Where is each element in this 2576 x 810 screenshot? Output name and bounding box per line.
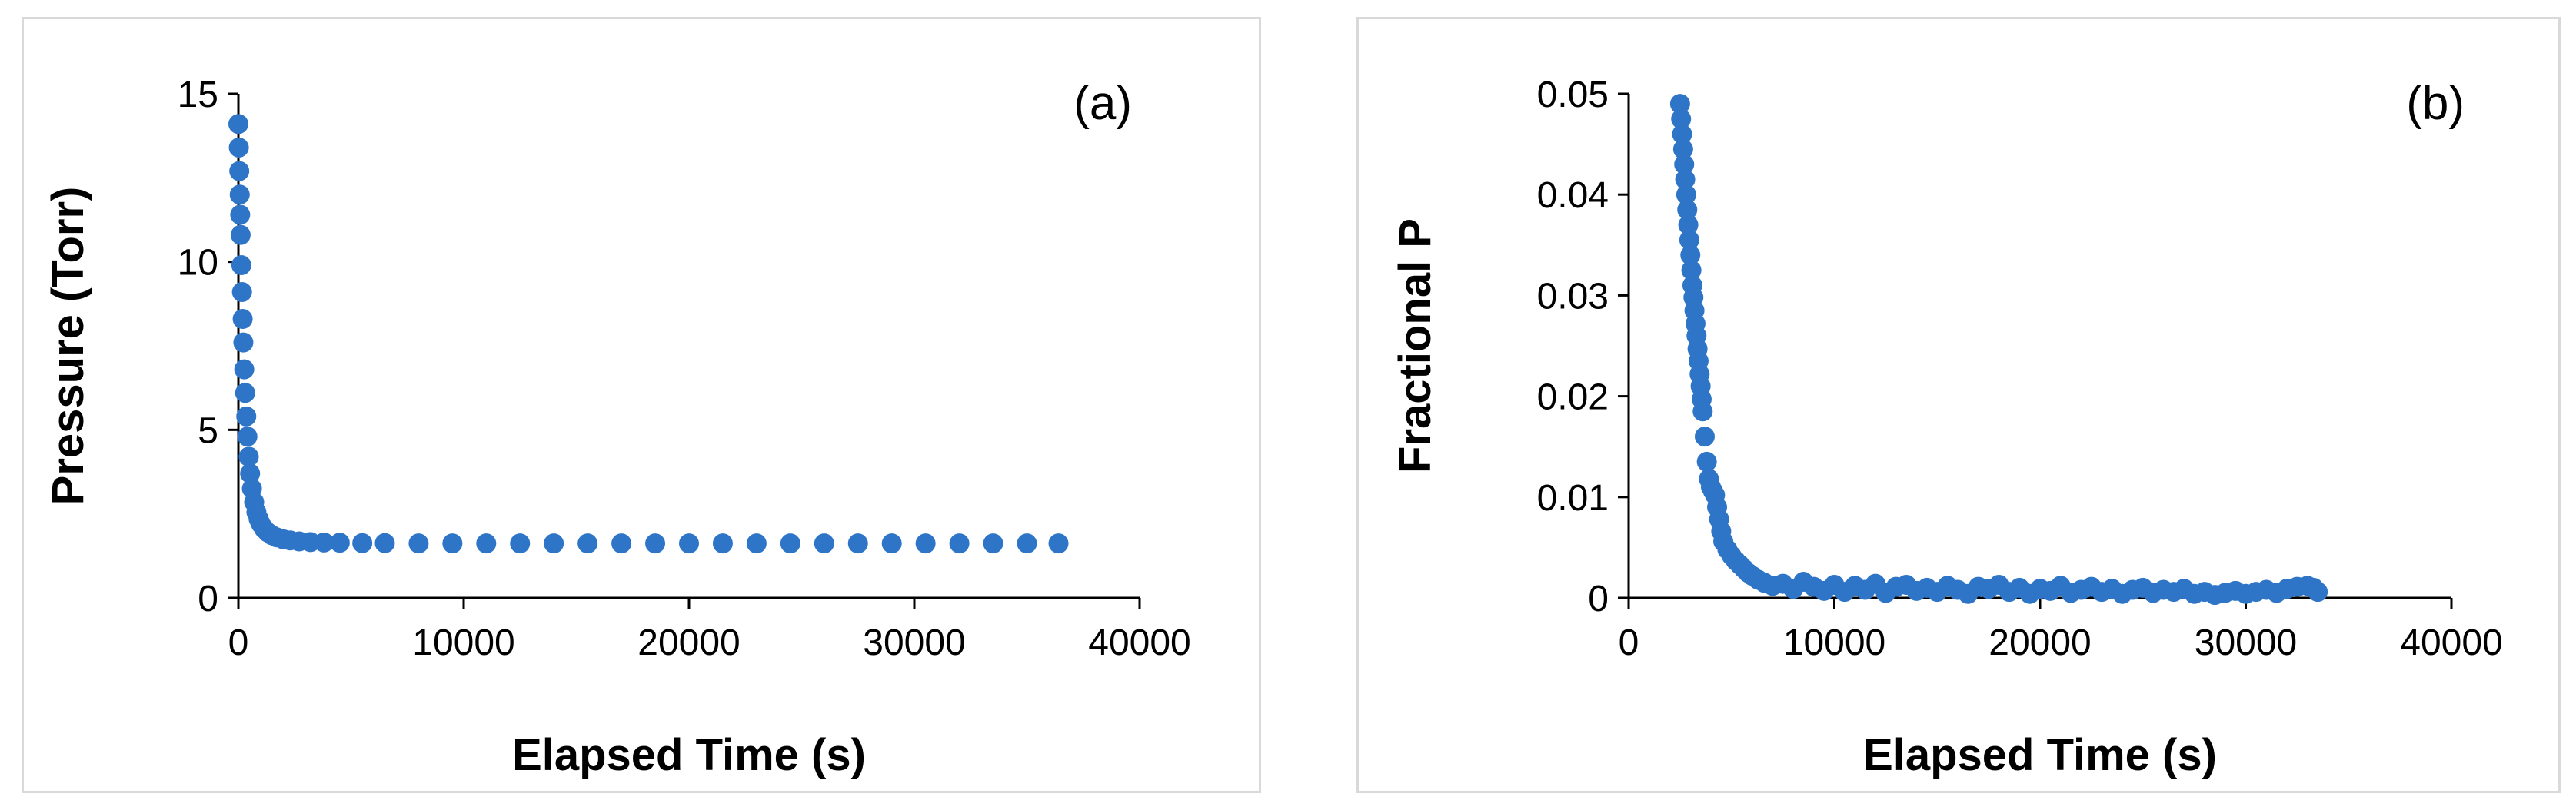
- data-point-a-0-41: [679, 533, 699, 554]
- data-point-a-0-43: [746, 533, 767, 554]
- data-point-a-0-33: [408, 533, 429, 554]
- data-point-b-0-24: [1696, 451, 1717, 472]
- data-point-b-0-8: [1678, 214, 1699, 235]
- y-tick-label-a-2: 10: [178, 243, 218, 284]
- x-tick-label-b-2: 20000: [1989, 622, 2091, 663]
- chart-panel-a: 0 10000 20000 30000 40000 0 5 10 15 (a) Elapsed …: [43, 75, 1191, 780]
- data-point-a-0-30: [329, 533, 350, 553]
- data-point-b-0-7: [1677, 199, 1698, 220]
- x-tick-label-b-4: 40000: [2400, 622, 2502, 663]
- data-point-a-0-5: [230, 224, 251, 245]
- y-axis-title-a: Pressure (Torr): [43, 187, 93, 506]
- x-tick-label-a-2: 20000: [637, 622, 740, 663]
- data-point-a-0-44: [780, 533, 800, 554]
- data-point-b-0-9: [1679, 230, 1699, 251]
- data-point-a-0-34: [442, 533, 463, 554]
- data-points-a: [228, 114, 1069, 554]
- axis-ticks-b: 0 10000 20000 30000 40000 0 0.01 0.02 0.03 0.04 0.…: [1537, 75, 2503, 663]
- data-point-a-0-4: [230, 204, 251, 225]
- data-point-a-0-46: [847, 533, 868, 554]
- panel-label-b: (b): [2406, 77, 2465, 130]
- data-point-b-0-10: [1680, 244, 1701, 265]
- y-tick-label-b-0: 0: [1588, 579, 1609, 619]
- data-point-b-0-3: [1672, 139, 1693, 160]
- data-point-a-0-1: [228, 137, 249, 158]
- data-point-a-0-3: [229, 184, 250, 205]
- x-axis-title-a: Elapsed Time (s): [512, 730, 866, 780]
- data-point-a-0-38: [577, 533, 598, 554]
- data-point-a-0-47: [881, 533, 902, 554]
- axis-ticks-a: 0 10000 20000 30000 40000 0 5 10 15: [178, 75, 1191, 663]
- data-point-a-0-11: [235, 383, 255, 403]
- data-point-a-0-42: [712, 533, 733, 554]
- y-tick-label-b-2: 0.02: [1537, 377, 1609, 418]
- y-axis-title-b: Fractional P: [1390, 218, 1440, 473]
- x-tick-label-a-3: 30000: [863, 622, 965, 663]
- data-point-a-0-31: [352, 533, 373, 553]
- y-tick-label-a-0: 0: [198, 579, 218, 619]
- data-point-a-0-45: [814, 533, 834, 554]
- panel-b-frame: [1356, 17, 2561, 793]
- data-point-a-0-7: [231, 282, 252, 303]
- data-point-b-0-23: [1694, 427, 1715, 447]
- data-point-a-0-14: [238, 446, 259, 467]
- data-point-b-0-22: [1692, 401, 1713, 422]
- data-point-a-0-6: [231, 255, 251, 276]
- data-point-a-0-12: [236, 406, 257, 427]
- x-axis-title-b: Elapsed Time (s): [1863, 730, 2217, 780]
- data-point-a-0-52: [1048, 533, 1069, 554]
- data-point-a-0-49: [949, 533, 970, 554]
- x-tick-label-a-4: 40000: [1088, 622, 1190, 663]
- y-tick-label-b-4: 0.04: [1537, 175, 1609, 216]
- data-point-a-0-13: [237, 427, 258, 447]
- data-point-a-0-9: [233, 332, 254, 353]
- chart-panel-b: 0 10000 20000 30000 40000 0 0.01 0.02 0.03 0.04 0.…: [1390, 75, 2503, 780]
- x-tick-label-a-1: 10000: [412, 622, 514, 663]
- data-point-a-0-29: [314, 532, 334, 553]
- data-point-a-0-40: [645, 533, 666, 554]
- y-tick-label-b-3: 0.03: [1537, 276, 1609, 317]
- y-tick-label-b-5: 0.05: [1537, 75, 1609, 115]
- data-point-a-0-35: [476, 533, 497, 554]
- data-point-a-0-8: [232, 309, 253, 330]
- x-tick-label-a-0: 0: [228, 622, 249, 663]
- data-point-a-0-36: [510, 533, 531, 554]
- data-points-b: [1669, 94, 2328, 606]
- data-point-b-0-2: [1672, 124, 1692, 144]
- y-tick-label-b-1: 0.01: [1537, 478, 1609, 519]
- data-point-a-0-10: [234, 359, 255, 380]
- data-point-b-0-4: [1674, 154, 1695, 174]
- panel-a-frame: [22, 17, 1261, 793]
- panel-label-a: (a): [1073, 77, 1132, 130]
- data-point-a-0-48: [915, 533, 936, 554]
- x-tick-label-b-3: 30000: [2195, 622, 2297, 663]
- data-point-b-0-1: [1671, 108, 1692, 129]
- data-point-b-0-5: [1675, 169, 1696, 190]
- y-tick-label-a-1: 5: [198, 410, 218, 451]
- data-point-a-0-50: [983, 533, 1003, 554]
- data-point-b-0-6: [1676, 184, 1696, 205]
- data-point-b-0-11: [1681, 260, 1702, 281]
- data-point-b-0-0: [1669, 94, 1690, 115]
- y-tick-label-a-3: 15: [178, 75, 218, 115]
- data-point-a-0-0: [228, 114, 248, 134]
- data-point-a-0-15: [240, 463, 261, 484]
- data-point-a-0-37: [544, 533, 564, 554]
- data-point-a-0-2: [229, 161, 250, 181]
- data-point-a-0-32: [374, 533, 395, 553]
- x-tick-label-b-0: 0: [1619, 622, 1639, 663]
- data-point-a-0-39: [611, 533, 632, 554]
- data-point-a-0-51: [1017, 533, 1037, 554]
- x-tick-label-b-1: 10000: [1783, 622, 1885, 663]
- data-point-b-0-96: [2308, 582, 2328, 603]
